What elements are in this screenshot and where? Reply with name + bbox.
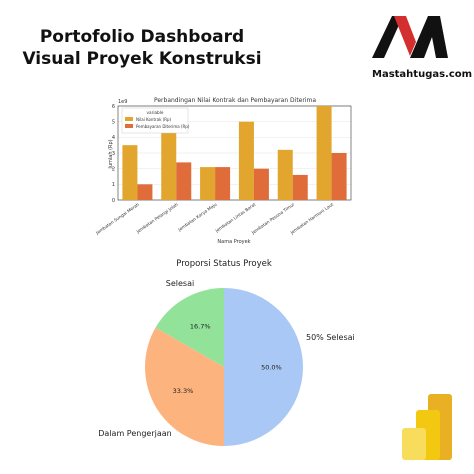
bar-contract [200,167,216,200]
pie-labels: 16.7% Selesai 33.3% 50% Selesai 50.0% Dalam P… [98,279,354,438]
bar-x-tick-label: Jembatan Lintas Barat [214,202,258,235]
brand-logo-stroke-right [428,16,448,58]
pie-slice-dalam-pengerjaan [224,288,303,446]
bar-legend-title: variable [147,110,164,115]
bar-y-tick-label: 4 [112,135,115,141]
pie-slice-selesai [155,288,224,367]
powerbi-logo-bar-short [402,428,426,460]
pie-slice-label: Dalam Pengerjaan [98,429,171,438]
bar-y-tick-label: 3 [112,151,115,157]
bar-chart-title: Perbandingan Nilai Kontrak dan Pembayara… [154,97,316,104]
bar-legend-label-payment: Pembayaran Diterima (Rp) [136,124,190,129]
pie-slice-50-selesai [145,327,224,446]
bar-x-tick-label: Jembatan Karya Maju [176,202,218,234]
brand-logo-stroke-left [372,16,403,58]
bar-x-axis-label: Nama Proyek [217,239,250,245]
bar-plot-frame [117,105,352,201]
bar-marks [122,106,347,200]
bar-contract [316,106,332,200]
brand-logo [372,16,448,58]
bar-y-tick-label: 5 [112,119,115,125]
bar-y-multiplier: 1e9 [118,99,127,105]
pie-pct-label: 16.7% [190,322,211,330]
bar-x-tick-label: Jembatan Pesona Timur [250,202,296,237]
pie-chart-title: Proporsi Status Proyek [176,259,272,269]
bar-contract [161,124,177,200]
pie-chart: Proporsi Status Proyek 16.7% Selesai 33.3%… [98,259,355,446]
pie-slice-label: Selesai [166,279,194,288]
bar-contract [122,145,138,200]
bar-contract [277,149,293,200]
bar-contract [238,121,254,200]
bar-payment [292,174,308,200]
bar-chart: Perbandingan Nilai Kontrak dan Pembayara… [94,97,352,245]
pie-pct-label: 50.0% [261,364,282,372]
bar-y-tick-label: 1 [112,182,115,188]
bar-legend-swatch-contract [125,117,133,121]
bar-legend-label-contract: Nilai Kontrak (Rp) [136,117,172,122]
bar-x-tick-label: Jembatan Pelangi Jolah [135,202,180,236]
bar-legend-box [121,107,189,134]
bar-y-tick-label: 0 [112,198,115,204]
bar-payment [331,153,347,200]
powerbi-logo [402,394,452,460]
bar-legend: variable Nilai Kontrak (Rp) Pembayaran D… [121,107,190,134]
bar-payment [215,167,231,200]
page-title-line-1: Portofolio Dashboard [39,27,245,47]
bar-y-axis-label: Jumlah (Rp) [108,139,114,169]
brand-url: Mastahtugas.com [372,69,473,80]
bar-y-tick-label: 6 [112,104,115,110]
bar-payment [253,168,269,200]
pie-slices [145,288,303,446]
bar-x-tick-label: Jembatan Sungai Merah [94,202,141,237]
pie-slice-label: 50% Selesai [306,333,355,342]
pie-pct-label: 33.3% [173,387,194,395]
bar-y-tick-label: 2 [112,166,115,172]
bar-y-ticks: 0 1 2 3 4 5 6 [112,104,115,204]
bar-payment [176,162,192,200]
page-title-line-2: Visual Proyek Konstruksi [22,49,262,69]
brand-logo-stroke-red [394,16,416,56]
bar-payment [137,184,153,200]
bar-legend-swatch-payment [125,124,133,128]
